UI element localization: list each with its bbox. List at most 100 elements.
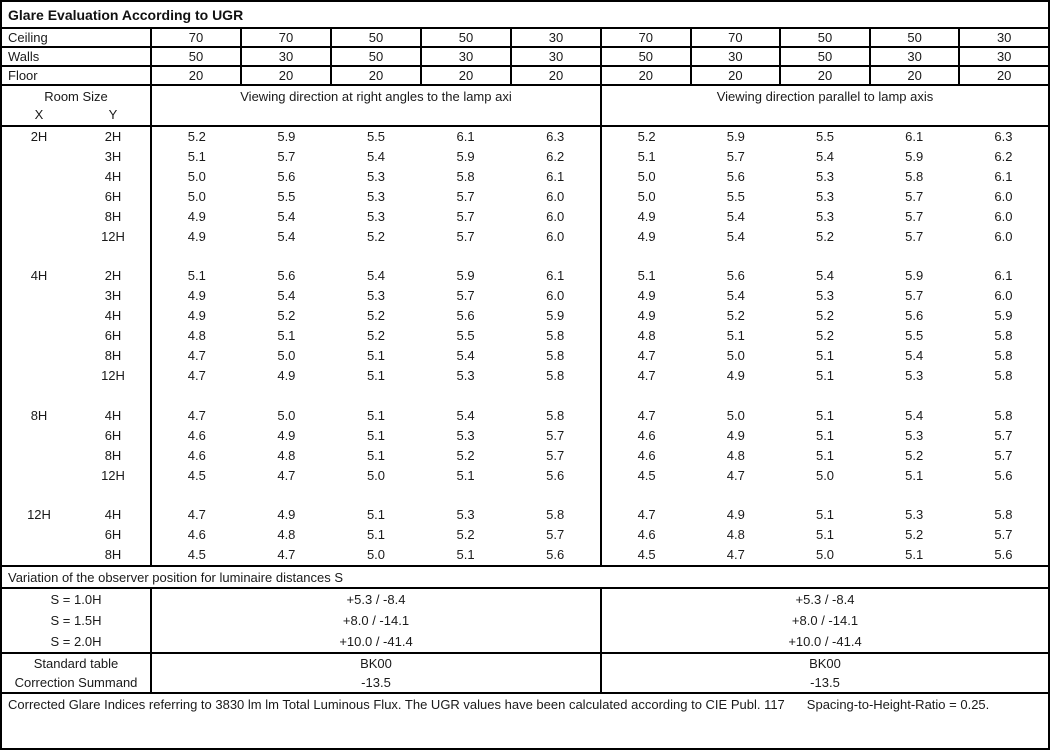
ugr-values-right: 5.0 5.5 5.3 5.7 6.0 (600, 187, 1048, 207)
variation-label: S = 1.0H (2, 589, 152, 610)
ugr-value: 5.0 (187, 189, 206, 204)
ugr-value: 5.4 (726, 288, 745, 304)
room-y-value: 4H (104, 169, 122, 184)
ugr-values-right: 4.9 5.2 5.2 5.6 5.9 (600, 306, 1048, 327)
ugr-value: 5.5 (277, 189, 296, 204)
ugr-value: 4.7 (277, 467, 296, 483)
room-x-value (2, 306, 76, 326)
room-y-value: 8H (104, 209, 122, 224)
ugr-value: 5.7 (456, 189, 475, 204)
ugr-values-left: 5.1 5.6 5.4 5.9 6.1 (152, 266, 600, 286)
ugr-values-left: 4.8 5.1 5.2 5.5 5.8 (152, 326, 600, 346)
ugr-value: 5.2 (726, 308, 745, 324)
ugr-value: 4.9 (637, 288, 656, 304)
ugr-values-left: 4.5 4.7 5.0 5.1 5.6 (152, 466, 600, 486)
ugr-value: 5.6 (994, 546, 1013, 562)
ugr-values-left: 4.6 4.8 5.1 5.2 5.7 (152, 525, 600, 545)
ugr-value: 6.0 (994, 229, 1013, 244)
ugr-value: 5.4 (726, 229, 745, 244)
ugr-value: 6.0 (994, 209, 1013, 224)
block-gap (2, 247, 1048, 267)
footer-note: Corrected Glare Indices referring to 383… (2, 694, 1048, 748)
ugr-value: 5.3 (456, 427, 475, 443)
room-size-cell: 12H (2, 465, 152, 486)
ugr-value: 6.1 (994, 268, 1013, 284)
surface-value: 20 (332, 67, 422, 84)
ugr-values-left: 4.9 5.4 5.3 5.7 6.0 (152, 207, 600, 227)
surface-value: 30 (242, 48, 332, 65)
ugr-value: 4.9 (277, 506, 296, 522)
ugr-value: 5.4 (366, 149, 386, 164)
ugr-row: 6H 4.8 5.1 5.2 5.5 5.8 4.8 5.1 5.2 5.5 5.8 (2, 326, 1048, 347)
ugr-row: 2H 2H 5.2 5.9 5.5 6.1 6.3 5.2 5.9 5.5 6.1 6.3 (2, 127, 1048, 147)
ugr-value: 5.1 (366, 526, 386, 542)
ugr-value: 5.0 (366, 467, 386, 483)
ugr-value: 5.6 (277, 268, 296, 284)
ugr-row: 4H 5.0 5.6 5.3 5.8 6.1 5.0 5.6 5.3 5.8 6.1 (2, 167, 1048, 187)
ugr-value: 5.2 (815, 229, 835, 244)
room-size-cell: 8H (2, 544, 152, 565)
ugr-value: 5.7 (546, 447, 565, 463)
surface-value: 70 (242, 29, 332, 46)
room-size-cell: 2H 2H (2, 127, 152, 147)
ugr-values-right: 5.0 5.6 5.3 5.8 6.1 (600, 167, 1048, 187)
ugr-value: 4.7 (637, 368, 656, 384)
room-size-header: Room Size X Y (2, 86, 152, 125)
summary-row-0: Standard table BK00 BK00 (2, 654, 1048, 673)
ugr-value: 5.3 (815, 169, 835, 184)
room-size-cell: 8H 4H (2, 405, 152, 426)
variation-value-left: +5.3 / -8.4 (346, 592, 406, 607)
room-size-cell: 4H (2, 167, 152, 187)
ugr-value: 5.4 (905, 348, 924, 364)
ugr-value: 6.0 (546, 189, 565, 204)
block-gap-left (152, 386, 600, 405)
ugr-value: 5.2 (905, 526, 924, 542)
ugr-value: 4.6 (187, 447, 206, 463)
room-y-value: 4H (104, 407, 122, 423)
ugr-value: 5.3 (905, 368, 924, 384)
ugr-value: 5.1 (456, 546, 475, 562)
variation-value-left: +10.0 / -41.4 (339, 634, 413, 649)
ugr-value: 5.0 (815, 467, 835, 483)
block-gap-left (152, 247, 600, 266)
summary-value-right: BK00 (600, 654, 1048, 673)
variation-value-right: +10.0 / -41.4 (600, 631, 1048, 652)
surface-value: 70 (602, 29, 692, 46)
room-x-value (2, 207, 76, 227)
ugr-value: 6.3 (994, 129, 1013, 144)
ugr-value: 4.9 (187, 308, 206, 324)
surface-value: 50 (602, 48, 692, 65)
ugr-value: 5.3 (905, 427, 924, 443)
room-size-title: Room Size (44, 89, 108, 104)
ugr-value: 4.9 (277, 427, 296, 443)
surface-value: 20 (242, 67, 332, 84)
room-size-cell: 8H (2, 445, 152, 466)
ugr-value: 5.2 (815, 308, 835, 324)
room-x-value (2, 426, 76, 446)
room-size-cell: 6H (2, 187, 152, 207)
ugr-value: 5.2 (366, 308, 386, 324)
ugr-value: 4.5 (187, 467, 206, 483)
ugr-row: 12H 4.5 4.7 5.0 5.1 5.6 4.5 4.7 5.0 5.1 5.6 (2, 465, 1048, 486)
ugr-value: 5.6 (726, 268, 745, 284)
room-y-value: 12H (101, 467, 125, 483)
room-y-value: 4H (104, 308, 122, 324)
summary-rows: Standard table BK00 BK00 Correction Summand… (2, 654, 1048, 694)
surface-values-left: 50 30 50 30 30 (152, 48, 600, 65)
ugr-row: 8H 4H 4.7 5.0 5.1 5.4 5.8 4.7 5.0 5.1 5.4 5.8 (2, 405, 1048, 426)
ugr-value: 5.5 (726, 189, 745, 204)
ugr-values-left: 4.5 4.7 5.0 5.1 5.6 (152, 545, 600, 565)
block-gap-room-cell (2, 386, 152, 406)
ugr-value: 5.9 (277, 129, 296, 144)
ugr-value: 5.3 (366, 288, 386, 304)
ugr-value: 5.8 (994, 407, 1013, 423)
table-header-band: Room Size X Y Viewing direction at right… (2, 86, 1048, 127)
ugr-value: 5.9 (905, 268, 924, 284)
ugr-row: 8H 4.5 4.7 5.0 5.1 5.6 4.5 4.7 5.0 5.1 5.6 (2, 544, 1048, 565)
room-size-cell: 12H 4H (2, 504, 152, 525)
ugr-value: 5.1 (815, 526, 835, 542)
ugr-value: 5.7 (456, 209, 475, 224)
ugr-value: 5.0 (277, 407, 296, 423)
surface-value: 20 (602, 67, 692, 84)
room-y-value: 2H (104, 268, 122, 284)
